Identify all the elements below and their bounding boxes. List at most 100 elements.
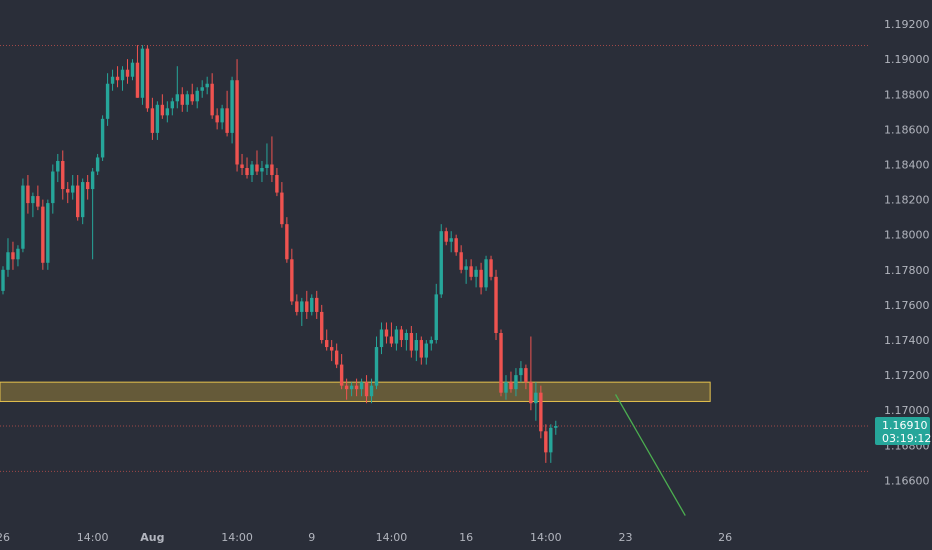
candle — [180, 87, 184, 112]
candle — [205, 76, 209, 95]
candle-body — [190, 94, 194, 102]
candle — [285, 217, 289, 263]
last-price-tag-bg — [875, 417, 930, 446]
candle-body — [285, 224, 289, 260]
candle-body — [315, 297, 319, 312]
candle-body — [344, 385, 349, 390]
candle — [31, 192, 35, 218]
candle — [175, 66, 179, 109]
candle-body — [145, 48, 150, 109]
candle — [509, 371, 513, 393]
candle-body — [454, 238, 458, 253]
y-tick-label: 1.19000 — [884, 53, 930, 66]
candle — [549, 424, 553, 463]
candle — [21, 178, 25, 253]
candle-body — [210, 83, 214, 116]
candle — [444, 227, 448, 246]
y-tick-label: 1.17600 — [884, 299, 930, 312]
candle — [230, 76, 234, 144]
x-tick-label: 14:00 — [77, 531, 109, 544]
y-tick-label: 1.19200 — [884, 18, 930, 31]
candle — [325, 329, 329, 351]
candle — [95, 153, 100, 176]
candle-body — [270, 164, 274, 176]
candle — [449, 231, 453, 253]
y-tick-label: 1.18000 — [884, 229, 930, 242]
last-price-tag: 1.16910 03:19:12 — [875, 417, 931, 446]
candle-body — [51, 171, 55, 204]
candle — [320, 304, 324, 344]
candle — [369, 378, 374, 404]
candle — [339, 354, 344, 390]
candle-body — [554, 426, 558, 428]
candle — [329, 340, 334, 362]
candle-body — [474, 269, 478, 277]
x-tick-label: 9 — [308, 531, 315, 544]
candle-body — [504, 382, 508, 393]
projection-arrow-line — [614, 394, 686, 516]
y-tick-label: 1.18200 — [884, 194, 930, 207]
candle — [210, 73, 214, 119]
candle-body — [170, 101, 175, 109]
price-axis[interactable]: 1.19200 1.19000 1.18800 1.18600 1.18400 1.182… — [884, 18, 930, 487]
candle — [71, 175, 75, 200]
candle-body — [359, 382, 364, 390]
candle — [140, 45, 145, 105]
candle-body — [165, 108, 170, 116]
candle-body — [544, 431, 548, 453]
candle — [479, 262, 483, 295]
candle — [170, 97, 175, 116]
candle — [85, 175, 90, 200]
candle — [429, 336, 433, 351]
candle-body — [524, 368, 528, 383]
candle-body — [195, 90, 199, 102]
candle-body — [85, 182, 90, 190]
candle-body — [394, 329, 399, 344]
candle-body — [240, 164, 244, 168]
candle-body — [150, 108, 155, 133]
candle-body — [349, 385, 354, 390]
candle — [379, 322, 384, 355]
candle-body — [90, 171, 95, 190]
candle — [439, 224, 443, 298]
support-zone[interactable] — [0, 381, 711, 402]
candle-body — [509, 382, 513, 390]
candle — [504, 375, 508, 400]
candle-body — [11, 252, 15, 260]
candle — [110, 69, 115, 91]
y-tick-label: 1.17800 — [884, 264, 930, 277]
candle-body — [499, 333, 503, 393]
candle — [185, 90, 189, 112]
x-tick-label: Aug — [140, 531, 164, 544]
candle-body — [265, 164, 269, 168]
candle-body — [31, 196, 35, 204]
candle-body — [36, 196, 40, 207]
candle — [434, 283, 438, 344]
candle — [160, 94, 165, 119]
candle-body — [215, 115, 219, 123]
candle — [529, 336, 533, 411]
time-axis[interactable]: 26 14:00 Aug 14:00 9 14:00 16 14:00 23 26 — [0, 531, 732, 544]
candle — [484, 255, 488, 291]
candle-body — [479, 269, 483, 288]
candle-body — [225, 108, 229, 133]
candle-body — [459, 252, 463, 270]
candle — [220, 104, 224, 130]
candle-body — [155, 104, 160, 133]
x-tick-label: 23 — [619, 531, 633, 544]
y-tick-label: 1.16600 — [884, 474, 930, 487]
candle — [514, 368, 518, 397]
candle — [334, 343, 339, 369]
candle — [16, 245, 20, 267]
candle-body — [419, 340, 424, 358]
candle — [414, 333, 419, 362]
candle — [270, 136, 274, 183]
candle-body — [329, 347, 334, 351]
candle — [295, 294, 299, 316]
candle-body — [300, 301, 304, 312]
candle-body — [185, 94, 189, 105]
candle — [459, 245, 463, 274]
candle-body — [76, 185, 80, 218]
candle-body — [16, 248, 20, 260]
